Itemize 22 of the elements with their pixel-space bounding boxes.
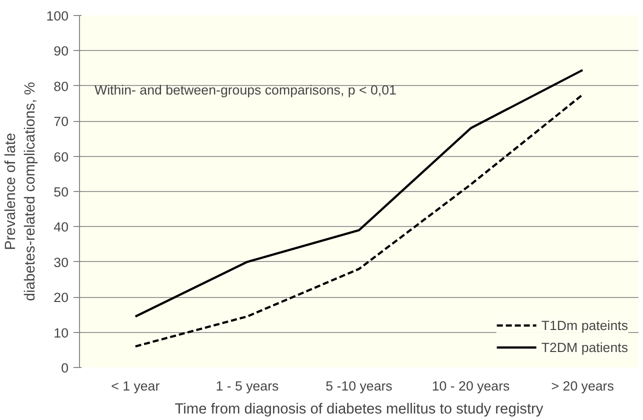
y-tick-label: 60 — [54, 149, 69, 164]
annotation: Within- and between-groups comparisons, p < 0,01 — [94, 82, 396, 98]
y-tick-label: 70 — [54, 114, 69, 130]
line-series — [134, 68, 584, 318]
x-tick-label: 5 -10 years — [326, 378, 393, 394]
y-tick-label: 30 — [54, 254, 69, 270]
x-axis-title: Time from diagnosis of diabetes mellitus to study registry — [174, 402, 544, 418]
y-tick-label: 20 — [54, 290, 69, 306]
legend-label: T1Dm pateints — [541, 318, 628, 332]
y-tick-label: 40 — [54, 220, 69, 235]
x-tick-label: 1 - 5 years — [216, 378, 280, 394]
y-tick-label: 0 — [61, 360, 69, 376]
y-tick-label: 100 — [46, 8, 69, 24]
y-tick-label: 90 — [54, 44, 69, 59]
y-axis-title: Prevalence of late diabetes-related complications, % — [3, 82, 38, 302]
x-tick-label: 10 - 20 years — [432, 378, 510, 394]
x-tick-label: > 20 years — [551, 378, 614, 394]
y-tick-label: 10 — [54, 325, 69, 340]
y-tick-label: 50 — [54, 184, 69, 200]
y-tick-label: 80 — [54, 78, 69, 94]
x-tick-label: < 1 year — [111, 378, 160, 394]
legend-label: T2DM patients — [541, 340, 628, 354]
